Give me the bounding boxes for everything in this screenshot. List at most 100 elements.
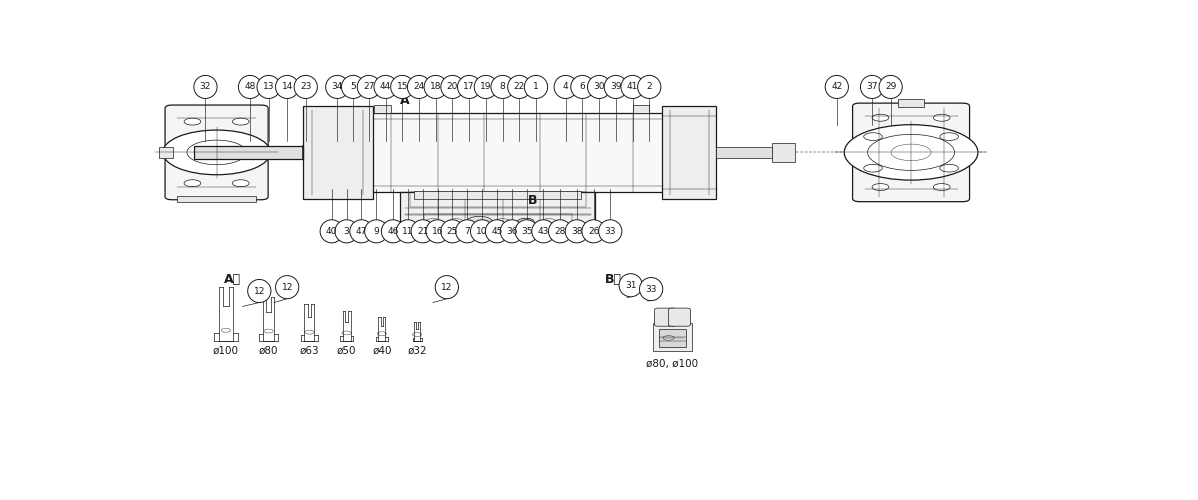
Circle shape — [232, 180, 249, 186]
Text: 43: 43 — [538, 227, 549, 236]
Ellipse shape — [455, 220, 479, 243]
Ellipse shape — [407, 76, 430, 98]
Text: 9: 9 — [374, 227, 379, 236]
Text: 2: 2 — [647, 82, 652, 92]
Text: 15: 15 — [397, 82, 409, 92]
Circle shape — [184, 118, 201, 125]
Circle shape — [933, 114, 950, 121]
Text: 6: 6 — [580, 82, 586, 92]
Text: 39: 39 — [610, 82, 622, 92]
FancyBboxPatch shape — [654, 308, 677, 326]
Text: ø32: ø32 — [407, 346, 426, 356]
Bar — [659, 329, 686, 346]
Text: 44: 44 — [380, 82, 392, 92]
Text: 36: 36 — [506, 227, 518, 236]
Bar — [772, 143, 795, 162]
Text: B部: B部 — [605, 273, 622, 286]
Text: 29: 29 — [885, 82, 896, 92]
Bar — [662, 106, 716, 198]
Ellipse shape — [532, 220, 555, 243]
Ellipse shape — [441, 220, 464, 243]
Text: 1: 1 — [533, 82, 539, 92]
Ellipse shape — [256, 76, 280, 98]
Text: 13: 13 — [262, 82, 274, 92]
Ellipse shape — [350, 220, 373, 243]
Ellipse shape — [825, 76, 848, 98]
Ellipse shape — [604, 76, 628, 98]
Circle shape — [864, 133, 882, 140]
Ellipse shape — [879, 76, 902, 98]
Ellipse shape — [485, 220, 509, 243]
Text: 23: 23 — [300, 82, 311, 92]
Text: 27: 27 — [363, 82, 375, 92]
Text: 37: 37 — [866, 82, 878, 92]
Ellipse shape — [441, 76, 464, 98]
Ellipse shape — [565, 220, 588, 243]
Bar — [424, 214, 573, 230]
Ellipse shape — [294, 76, 317, 98]
FancyBboxPatch shape — [165, 105, 268, 200]
Ellipse shape — [248, 280, 271, 302]
Text: 35: 35 — [521, 227, 532, 236]
Text: ø63: ø63 — [300, 346, 319, 356]
Bar — [410, 192, 586, 207]
Circle shape — [232, 118, 249, 125]
Bar — [158, 147, 174, 158]
Text: 19: 19 — [480, 82, 491, 92]
Ellipse shape — [357, 76, 381, 98]
Circle shape — [163, 130, 271, 174]
Ellipse shape — [194, 76, 217, 98]
Text: 12: 12 — [282, 282, 292, 292]
Ellipse shape — [326, 76, 349, 98]
Ellipse shape — [471, 220, 494, 243]
Circle shape — [872, 184, 889, 190]
Text: ø80, ø100: ø80, ø100 — [647, 359, 698, 369]
Ellipse shape — [238, 76, 261, 98]
Text: ø40: ø40 — [373, 346, 392, 356]
Text: 4: 4 — [563, 82, 569, 92]
Ellipse shape — [391, 76, 415, 98]
Bar — [303, 106, 373, 198]
Ellipse shape — [587, 76, 611, 98]
Text: 10: 10 — [477, 227, 488, 236]
Text: 12: 12 — [254, 286, 265, 296]
Text: 24: 24 — [413, 82, 424, 92]
FancyBboxPatch shape — [853, 103, 969, 202]
Text: 31: 31 — [625, 280, 636, 289]
Ellipse shape — [860, 76, 884, 98]
Ellipse shape — [474, 76, 497, 98]
Text: A: A — [400, 94, 410, 107]
Bar — [415, 191, 581, 198]
Text: 34: 34 — [332, 82, 343, 92]
Text: 41: 41 — [627, 82, 639, 92]
Bar — [177, 196, 256, 202]
Ellipse shape — [424, 76, 447, 98]
Ellipse shape — [276, 276, 298, 298]
Text: 42: 42 — [831, 82, 842, 92]
Text: B: B — [527, 194, 537, 207]
Ellipse shape — [501, 220, 524, 243]
Ellipse shape — [491, 76, 514, 98]
Ellipse shape — [637, 76, 661, 98]
Ellipse shape — [553, 76, 577, 98]
Bar — [653, 323, 691, 350]
Bar — [194, 146, 303, 158]
Text: 45: 45 — [491, 227, 503, 236]
Ellipse shape — [515, 220, 538, 243]
Text: 28: 28 — [555, 227, 565, 236]
Ellipse shape — [525, 76, 547, 98]
Text: 17: 17 — [464, 82, 474, 92]
Ellipse shape — [276, 76, 298, 98]
Ellipse shape — [640, 278, 662, 300]
Ellipse shape — [549, 220, 571, 243]
Bar — [400, 192, 595, 232]
Ellipse shape — [426, 220, 449, 243]
Text: 47: 47 — [356, 227, 367, 236]
Bar — [633, 104, 649, 113]
Bar — [368, 113, 667, 192]
Text: 18: 18 — [430, 82, 441, 92]
Text: 30: 30 — [593, 82, 605, 92]
Circle shape — [184, 180, 201, 186]
Ellipse shape — [619, 274, 642, 297]
Ellipse shape — [411, 220, 435, 243]
